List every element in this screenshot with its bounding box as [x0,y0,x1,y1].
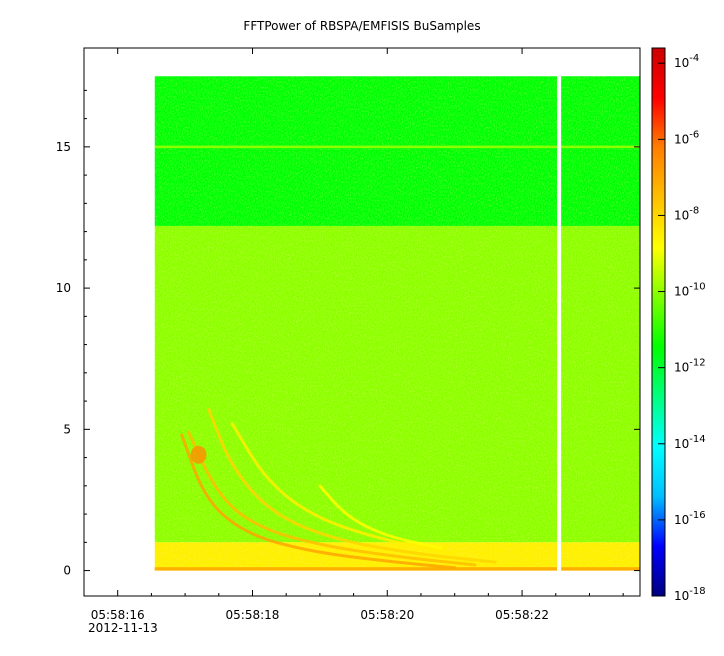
y-tick-label: 0 [63,564,71,578]
chorus-arc [186,430,477,567]
spectrogram-floor-band [154,567,640,571]
chorus-arc [180,433,457,570]
x-axis: 05:58:16 05:58:18 05:58:20 05:58:22 [91,48,624,622]
x-tick-label: 05:58:22 [495,608,549,622]
colorbar-tick-label: 10-8 [674,205,699,222]
chorus-arc [230,422,457,556]
x-tick-label: 05:58:20 [360,608,414,622]
chorus-arc [318,484,443,550]
chorus-arc [207,408,497,564]
x-axis-date-label: 2012-11-13 [88,621,158,635]
spectrogram-band-noise [154,76,640,226]
colorbar-tick-label: 10-12 [674,358,706,375]
y-tick-label: 10 [56,281,71,295]
colorbar-tick-label: 10-18 [674,586,706,603]
y-tick-label: 5 [63,422,71,436]
spectrogram-band-noise [154,225,640,543]
colorbar-tick-label: 10-10 [674,282,706,299]
colorbar-tick-label: 10-14 [674,434,706,451]
chorus-spot [190,445,207,464]
colorbar-tick-label: 10-6 [674,129,699,146]
x-tick-label: 05:58:16 [91,608,145,622]
spectrogram-plot-area [154,75,640,572]
plot-frame [83,47,641,597]
colorbar-tick-label: 10-4 [674,53,699,70]
chart-title: FFTPower of RBSPA/EMFISIS BuSamples [243,19,480,33]
colorbar-tick-label: 10-16 [674,510,706,527]
y-tick-label: 15 [56,140,71,154]
data-gap [557,75,562,572]
colorbar-gradient [651,47,666,597]
x-tick-label: 05:58:18 [226,608,280,622]
y-axis: 0 5 10 15 [56,89,640,578]
colorbar: 10-4 10-6 10-8 10-10 10-12 10-14 10-16 10-18 [651,47,706,603]
